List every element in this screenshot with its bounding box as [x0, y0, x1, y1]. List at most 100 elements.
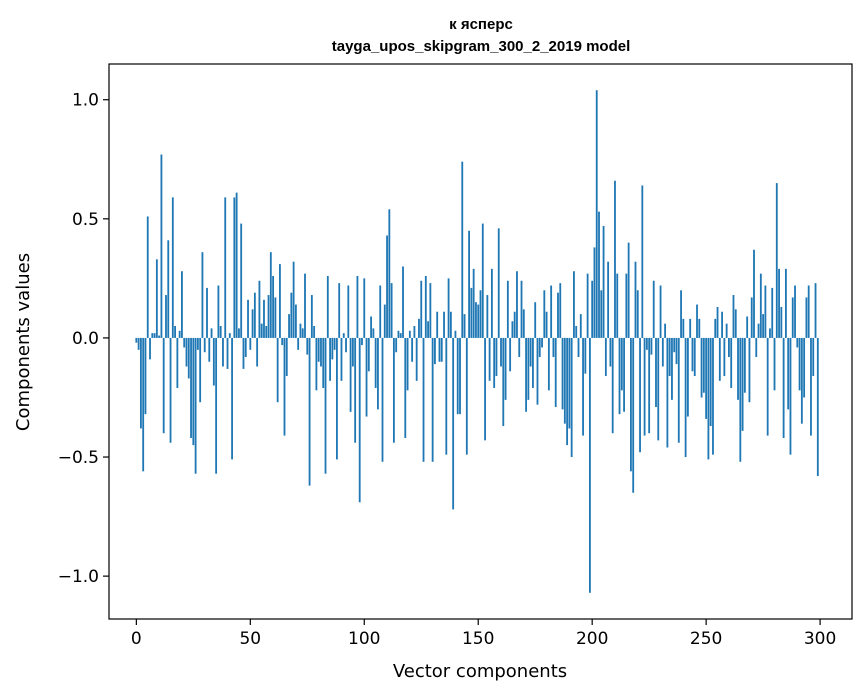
- bar-component-297: [812, 337, 815, 377]
- bar-component-134: [440, 337, 443, 362]
- bar-component-147: [470, 287, 473, 338]
- bar-component-90: [340, 337, 343, 381]
- bar-component-276: [764, 285, 767, 338]
- bar-component-75: [306, 337, 309, 355]
- bar-component-183: [552, 337, 555, 357]
- bar-component-4: [144, 337, 147, 415]
- bar-component-143: [461, 161, 464, 338]
- bar-component-163: [506, 280, 509, 338]
- bar-component-278: [769, 328, 771, 338]
- bar-component-126: [422, 337, 425, 462]
- bar-component-228: [655, 337, 657, 408]
- bar-component-182: [550, 285, 553, 338]
- bar-component-57: [265, 326, 268, 338]
- bar-component-71: [297, 337, 300, 350]
- bar-component-120: [408, 330, 411, 338]
- bar-component-62: [276, 337, 279, 403]
- bar-component-28: [199, 337, 202, 403]
- bar-component-257: [721, 311, 723, 338]
- bar-component-63: [279, 264, 281, 338]
- bar-component-17: [174, 326, 176, 338]
- bar-component-234: [668, 337, 671, 377]
- bar-component-264: [737, 337, 739, 400]
- bar-component-266: [741, 337, 744, 431]
- bar-component-154: [486, 295, 489, 338]
- bar-component-258: [723, 337, 726, 377]
- bar-component-77: [310, 295, 313, 338]
- bar-component-141: [456, 337, 459, 415]
- bar-component-181: [547, 337, 550, 391]
- y-tick-label: −0.5: [58, 448, 99, 468]
- bar-component-247: [698, 318, 701, 338]
- bar-component-5: [146, 216, 149, 338]
- bar-component-11: [160, 154, 163, 338]
- bar-component-59: [269, 252, 272, 338]
- bar-component-14: [167, 240, 170, 338]
- bar-component-93: [347, 285, 350, 338]
- bar-component-272: [755, 337, 758, 357]
- bar-component-289: [794, 285, 796, 338]
- bar-component-38: [222, 337, 224, 367]
- bar-component-8: [153, 333, 156, 338]
- bar-component-13: [165, 295, 167, 338]
- bar-component-281: [775, 183, 778, 338]
- bar-component-269: [748, 337, 751, 403]
- bar-component-89: [338, 283, 341, 338]
- bar-component-242: [686, 337, 689, 417]
- y-axis-label: Components values: [13, 253, 34, 431]
- bar-component-167: [516, 271, 518, 338]
- bar-component-7: [151, 333, 154, 338]
- bar-component-55: [260, 323, 263, 338]
- bar-component-85: [329, 337, 331, 381]
- bar-component-29: [201, 252, 204, 338]
- bar-component-290: [796, 337, 799, 348]
- bar-component-177: [538, 337, 541, 357]
- bar-component-44: [235, 192, 238, 338]
- y-tick-label: 1.0: [72, 91, 99, 111]
- bar-component-87: [333, 337, 336, 350]
- bar-component-224: [645, 337, 648, 350]
- bar-component-199: [588, 337, 591, 593]
- bar-component-274: [759, 273, 762, 338]
- bar-component-37: [219, 326, 222, 338]
- bar-component-121: [411, 337, 414, 362]
- chart-title-line-2: tayga_upos_skipgram_300_2_2019 model: [332, 38, 631, 55]
- bar-component-270: [750, 297, 753, 338]
- bar-component-262: [732, 295, 735, 338]
- bar-component-156: [490, 268, 493, 338]
- bar-component-204: [600, 290, 603, 338]
- bar-component-133: [438, 337, 441, 362]
- bar-component-160: [500, 337, 502, 367]
- bar-component-201: [593, 247, 596, 338]
- bar-component-203: [598, 211, 600, 338]
- bar-component-295: [807, 285, 810, 338]
- bar-component-136: [445, 337, 448, 455]
- bar-component-153: [484, 337, 486, 441]
- bar-component-56: [263, 299, 265, 338]
- bar-component-196: [582, 337, 584, 436]
- bar-component-209: [611, 337, 614, 434]
- bar-component-45: [238, 328, 240, 338]
- x-tick-label: 50: [239, 629, 261, 649]
- bar-component-187: [561, 337, 564, 410]
- x-axis-ticks: 0 50 100 150 200 250 300: [131, 619, 836, 649]
- bar-component-102: [367, 337, 370, 372]
- bar-component-292: [800, 337, 803, 424]
- bar-component-168: [518, 337, 521, 357]
- bar-component-64: [281, 337, 284, 346]
- bar-component-217: [630, 337, 632, 472]
- bar-component-202: [595, 90, 598, 338]
- bar-component-244: [691, 337, 694, 372]
- bar-component-164: [509, 337, 512, 372]
- bar-component-9: [155, 259, 158, 338]
- bar-component-241: [684, 337, 687, 458]
- bar-component-229: [657, 337, 660, 441]
- bar-component-23: [187, 337, 190, 379]
- bar-component-91: [342, 333, 345, 338]
- bar-component-186: [559, 283, 562, 338]
- bar-component-263: [734, 309, 737, 338]
- bar-component-96: [354, 337, 357, 443]
- bar-component-219: [634, 261, 637, 338]
- bar-component-142: [459, 337, 461, 415]
- bar-component-130: [431, 337, 434, 462]
